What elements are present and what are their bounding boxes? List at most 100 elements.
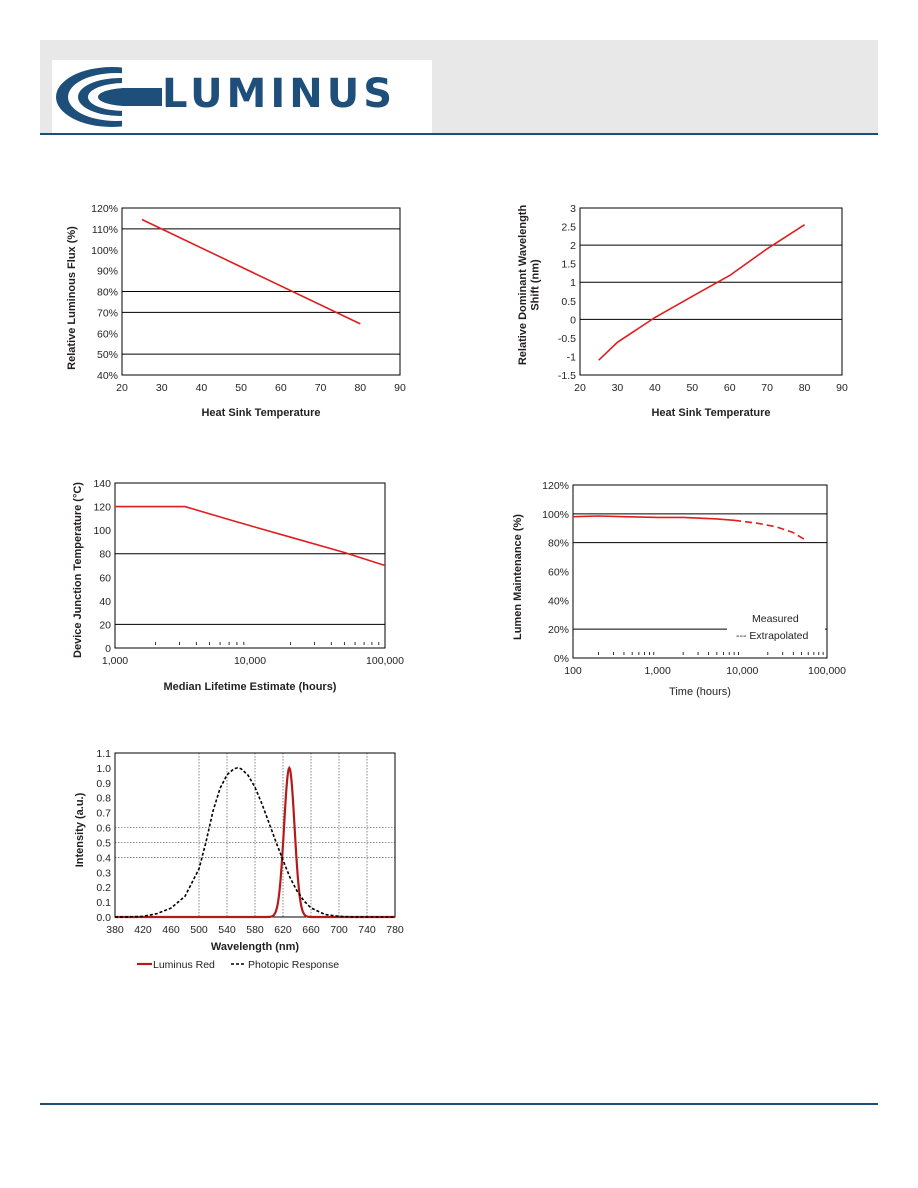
series-line-extrapolated (734, 519, 806, 541)
x-tick-label: 460 (162, 924, 180, 936)
y-tick-label: 0.2 (96, 882, 111, 894)
x-tick-label: 20 (574, 382, 586, 394)
y-tick-label: -1.5 (558, 370, 576, 382)
x-tick-label: 80 (354, 382, 366, 394)
y-tick-label: 0 (570, 314, 576, 326)
plot-frame (121, 207, 401, 376)
y-axis-title: Lumen Maintenance (%) (512, 514, 524, 640)
series-line-photopic-response (114, 767, 395, 918)
chart-wavelength: -1.5 -1 -0.5 0 0.5 1 1.5 2 2.5 3 20 30 40 50 60 70 80 90 H… (517, 203, 848, 419)
legend-entry: Luminus Red (153, 959, 215, 971)
y-tick-label: 100% (91, 245, 118, 257)
y-tick-label: 60% (97, 328, 118, 340)
x-tick-label: 60 (724, 382, 736, 394)
y-axis-title: Intensity (a.u.) (74, 792, 86, 867)
footer-rule (40, 1103, 878, 1105)
y-tick-label: 80 (99, 549, 111, 561)
y-tick-label: 70% (97, 307, 118, 319)
header-rule (40, 133, 878, 135)
x-tick-label: 700 (330, 924, 348, 936)
x-tick-label: 740 (358, 924, 376, 936)
y-tick-label: -1 (567, 351, 576, 363)
y-tick-label: 100 (93, 525, 111, 537)
y-tick-label: 1.5 (561, 259, 576, 271)
y-tick-label: 140 (93, 478, 111, 490)
y-tick-label: 0.3 (96, 867, 111, 879)
x-tick-label: 70 (761, 382, 773, 394)
x-tick-label: 420 (134, 924, 152, 936)
y-tick-label: 0.6 (96, 823, 111, 835)
y-tick-label: 120 (93, 502, 111, 514)
legend: Measured --- Extrapolated (727, 602, 825, 644)
legend: Luminus Red Photopic Response (137, 959, 339, 971)
luminus-swoosh-logo-icon (56, 60, 168, 134)
series-line-data (141, 218, 361, 325)
x-tick-label: 620 (274, 924, 292, 936)
plot-frame (579, 207, 843, 376)
x-tick-label: 580 (246, 924, 264, 936)
series-line-data (115, 505, 386, 567)
y-tick-label: 2.5 (561, 222, 576, 234)
y-tick-label: 0.0 (96, 912, 111, 924)
y-tick-label: 0.7 (96, 808, 111, 820)
y-tick-label: 0.4 (96, 852, 111, 864)
x-axis-title: Median Lifetime Estimate (hours) (164, 681, 337, 693)
x-tick-label: 30 (612, 382, 624, 394)
y-tick-label: 0.5 (561, 296, 576, 308)
y-tick-label: 0.5 (96, 837, 111, 849)
y-tick-label: 1.0 (96, 763, 111, 775)
x-tick-label: 50 (235, 382, 247, 394)
y-tick-label: 0 (105, 643, 111, 655)
y-tick-label: 60% (548, 567, 569, 579)
x-tick-label: 1,000 (102, 655, 128, 667)
x-tick-label: 660 (302, 924, 320, 936)
plot-frame (572, 484, 828, 659)
chart-lifetime: 0 20 40 60 80 100 120 140 1,000 10,000 100,000 Medi… (72, 478, 404, 693)
x-tick-label: 70 (315, 382, 327, 394)
y-tick-label: 20 (99, 619, 111, 631)
y-tick-label: 60 (99, 572, 111, 584)
x-tick-label: 90 (394, 382, 406, 394)
y-tick-label: -0.5 (558, 333, 576, 345)
x-tick-label: 80 (799, 382, 811, 394)
x-axis-title: Heat Sink Temperature (201, 407, 320, 419)
x-tick-label: 60 (275, 382, 287, 394)
y-tick-label: 20% (548, 624, 569, 636)
y-tick-label: 50% (97, 349, 118, 361)
legend-box (727, 602, 825, 644)
x-tick-label: 1,000 (645, 665, 671, 677)
x-tick-label: 20 (116, 382, 128, 394)
x-tick-label: 90 (836, 382, 848, 394)
x-axis-title: Heat Sink Temperature (651, 407, 770, 419)
y-axis-title: Relative Luminous Flux (%) (66, 226, 78, 370)
y-axis-title: Relative Dominant WavelengthShift (nm) (517, 205, 542, 366)
x-tick-label: 500 (190, 924, 208, 936)
legend-entry: Photopic Response (248, 959, 339, 971)
chart-maintenance: 0% 20% 40% 60% 80% 100% 120% 100 1,000 10,000 100,… (512, 480, 846, 698)
y-tick-label: 2 (570, 240, 576, 252)
series-line-data (598, 224, 806, 361)
y-axis-title-line: Shift (nm) (529, 259, 541, 311)
x-tick-label: 100,000 (366, 655, 404, 667)
x-tick-label: 50 (686, 382, 698, 394)
x-tick-label: 100,000 (808, 665, 846, 677)
y-tick-label: 3 (570, 203, 576, 215)
y-axis-title: Device Junction Temperature (°C) (72, 482, 84, 658)
y-tick-label: 1 (570, 277, 576, 289)
plot-frame (114, 482, 386, 649)
x-tick-label: 10,000 (726, 665, 758, 677)
chart-flux: 40% 50% 60% 70% 80% 90% 100% 110% 120% 20 30 40 50 60… (66, 203, 406, 419)
y-tick-label: 40 (99, 596, 111, 608)
legend-entry: Measured (752, 613, 799, 625)
legend-entry: --- Extrapolated (736, 630, 809, 642)
y-tick-label: 1.1 (96, 748, 111, 760)
chart-spectrum: 0.0 0.1 0.2 0.3 0.4 0.5 0.6 0.7 0.8 0.9 1.0 1.1 380 4… (74, 748, 404, 971)
logo (52, 60, 432, 134)
x-tick-label: 40 (649, 382, 661, 394)
y-tick-label: 0.8 (96, 793, 111, 805)
x-tick-label: 380 (106, 924, 124, 936)
x-tick-label: 780 (386, 924, 404, 936)
y-tick-label: 90% (97, 266, 118, 278)
y-tick-label: 80% (548, 538, 569, 550)
